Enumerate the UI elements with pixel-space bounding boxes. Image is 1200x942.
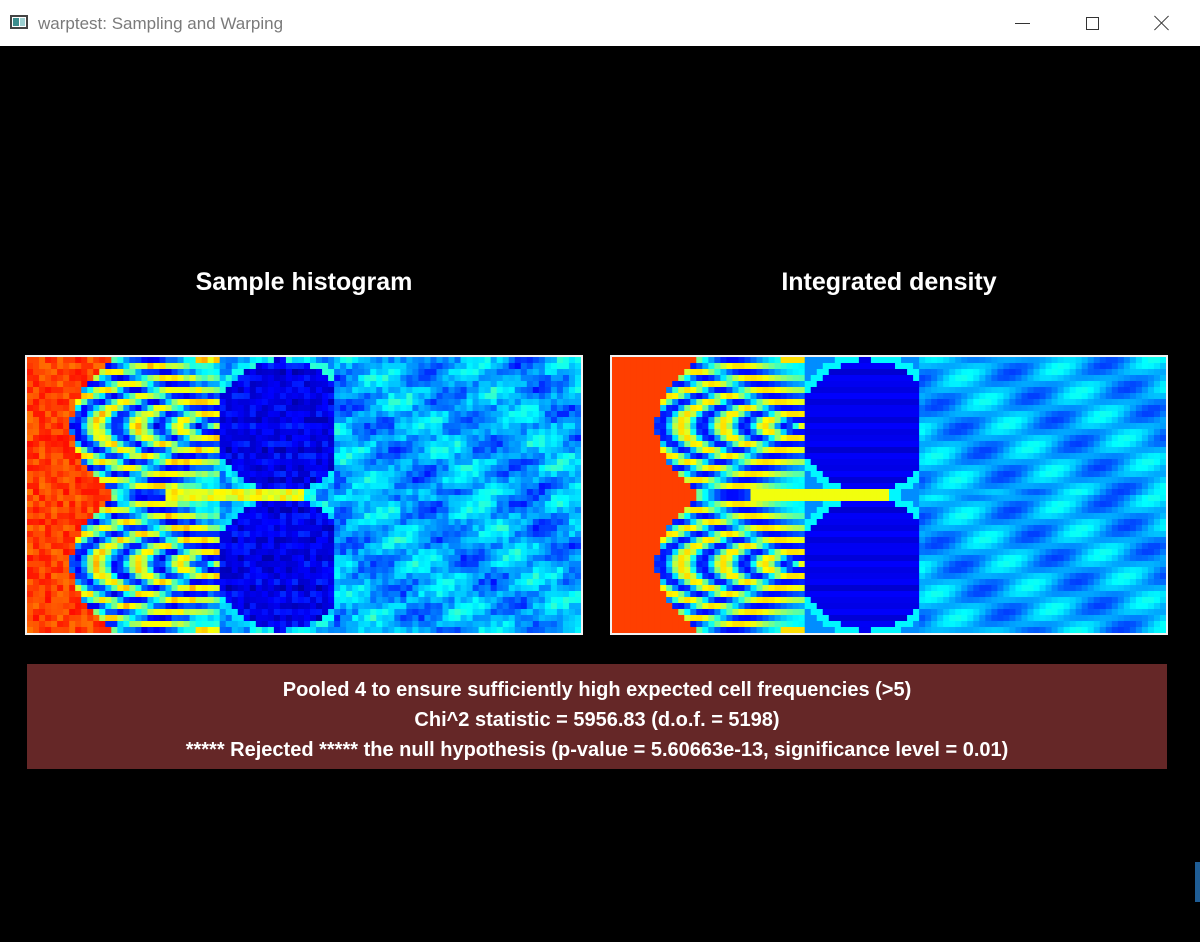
sample-histogram-heatmap: [25, 355, 583, 635]
minimize-button[interactable]: [987, 0, 1057, 46]
integrated-density-title: Integrated density: [781, 268, 997, 296]
minimize-icon: [1014, 22, 1030, 24]
integrated-density-heatmap: [610, 355, 1168, 635]
title-bar: warptest: Sampling and Warping: [0, 0, 1200, 46]
chi-square-statistic: Chi^2 statistic = 5956.83 (d.o.f. = 5198…: [414, 709, 780, 731]
maximize-icon: [1085, 16, 1099, 30]
pooling-message: Pooled 4 to ensure sufficiently high exp…: [282, 679, 912, 701]
sample-histogram-title: Sample histogram: [195, 268, 413, 296]
background-window-edge: [1195, 862, 1200, 902]
hypothesis-result: ***** Rejected ***** the null hypothesis…: [185, 739, 1009, 761]
app-icon: [10, 15, 28, 29]
maximize-button[interactable]: [1057, 0, 1127, 46]
chi-square-results: Pooled 4 to ensure sufficiently high exp…: [27, 664, 1167, 769]
window-title: warptest: Sampling and Warping: [38, 14, 284, 33]
close-icon: [1154, 15, 1170, 31]
close-button[interactable]: [1127, 0, 1197, 46]
